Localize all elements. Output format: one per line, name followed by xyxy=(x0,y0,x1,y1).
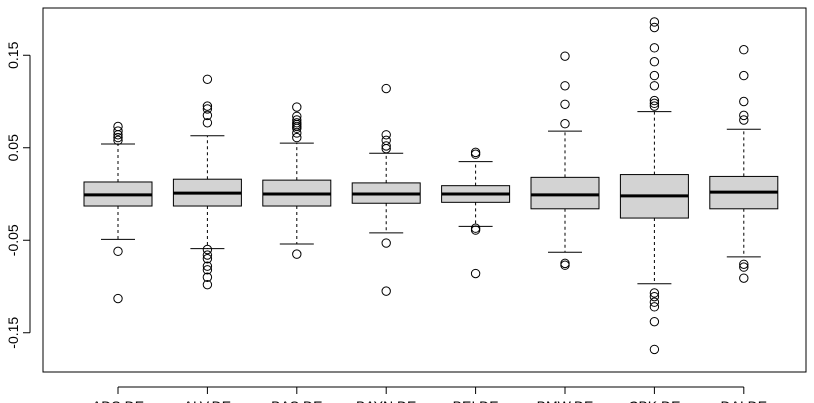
outlier-point xyxy=(739,70,749,81)
outlier-point xyxy=(560,99,570,109)
box-group-bas-de xyxy=(262,102,332,259)
box-group-bmw-de xyxy=(530,51,600,270)
outlier-point xyxy=(381,83,391,94)
outlier-point xyxy=(113,126,123,136)
outlier-point xyxy=(292,102,302,112)
outlier-point xyxy=(560,51,570,61)
outlier-point xyxy=(113,130,123,140)
outlier-point xyxy=(560,81,570,91)
outlier-point xyxy=(649,297,660,307)
outlier-point xyxy=(292,132,302,143)
x-tick-label: BMW.DE xyxy=(537,398,594,403)
outlier-point xyxy=(560,260,570,270)
plot-frame xyxy=(42,7,807,373)
outlier-point xyxy=(560,258,570,269)
outlier-point xyxy=(202,254,213,264)
outlier-point xyxy=(292,123,302,134)
outlier-point xyxy=(649,95,660,106)
y-tick-label: 0.05 xyxy=(5,134,21,161)
x-tick-label: BAYN.DE xyxy=(356,398,416,403)
y-tick-label: -0.15 xyxy=(5,317,21,349)
outlier-point xyxy=(470,147,481,158)
outlier-point xyxy=(560,119,570,129)
outlier-point xyxy=(113,135,123,146)
outlier-point xyxy=(649,57,660,67)
outlier-point xyxy=(739,96,749,107)
box-group-ads-de xyxy=(83,121,153,304)
outlier-point xyxy=(739,273,749,283)
plot-area xyxy=(42,7,807,373)
outlier-point xyxy=(649,101,660,111)
x-tick-label: BAS.DE xyxy=(271,398,322,403)
outlier-point xyxy=(649,43,660,53)
outlier-point xyxy=(202,261,213,271)
outlier-point xyxy=(649,17,660,27)
outlier-point xyxy=(381,141,391,151)
outlier-point xyxy=(649,81,660,91)
outlier-point xyxy=(739,45,749,55)
outlier-point xyxy=(292,128,302,138)
outlier-point xyxy=(381,130,391,140)
outlier-point xyxy=(470,223,481,233)
y-axis: -0.15 -0.05 0.05 0.15 xyxy=(5,41,31,349)
outlier-point xyxy=(202,279,213,290)
outlier-point xyxy=(739,259,749,269)
outlier-point xyxy=(202,118,213,128)
x-tick-label: ADS.DE xyxy=(92,398,144,403)
box-group-dai-de xyxy=(709,45,779,283)
outlier-point xyxy=(202,110,213,121)
outlier-point xyxy=(649,288,660,298)
outlier-point xyxy=(113,246,123,257)
box-group-alv-de xyxy=(172,74,242,290)
x-tick-label: DAI.DE xyxy=(720,398,767,403)
outlier-point xyxy=(470,149,481,159)
outlier-point xyxy=(649,344,660,355)
outlier-point xyxy=(649,302,660,312)
outlier-point xyxy=(202,265,213,275)
outlier-point xyxy=(202,244,213,255)
box-group-bei-de xyxy=(441,147,511,279)
outlier-point xyxy=(202,74,213,85)
x-tick-label: ALV.DE xyxy=(184,398,231,403)
y-tick-label: -0.05 xyxy=(5,224,21,256)
outlier-point xyxy=(649,70,660,81)
box-group-bayn-de xyxy=(351,83,421,296)
y-tick-label: 0.15 xyxy=(5,41,21,68)
outlier-point xyxy=(649,22,660,33)
outlier-point xyxy=(381,143,391,154)
x-tick-label: CBK.DE xyxy=(628,398,680,403)
outlier-point xyxy=(649,98,660,109)
outlier-point xyxy=(202,272,213,282)
outlier-point xyxy=(292,249,302,259)
outlier-point xyxy=(202,101,213,111)
outlier-point xyxy=(113,132,123,143)
iqr-box xyxy=(530,176,600,210)
box-group-cbk-de xyxy=(619,17,689,355)
outlier-point xyxy=(649,316,660,327)
outlier-point xyxy=(113,293,123,304)
outlier-point xyxy=(381,238,391,248)
x-axis: ADS.DE ALV.DE BAS.DE BAYN.DE BEI.DE BMW.DE CBK… xyxy=(92,386,767,403)
x-tick-label: BEI.DE xyxy=(453,398,499,403)
outlier-point xyxy=(381,286,391,296)
outlier-point xyxy=(202,104,213,114)
outlier-point xyxy=(202,250,213,260)
outlier-point xyxy=(739,115,749,125)
outlier-point xyxy=(649,291,660,302)
outlier-point xyxy=(739,110,749,121)
outlier-point xyxy=(739,262,749,272)
outlier-point xyxy=(470,225,481,235)
outlier-point xyxy=(470,268,481,279)
